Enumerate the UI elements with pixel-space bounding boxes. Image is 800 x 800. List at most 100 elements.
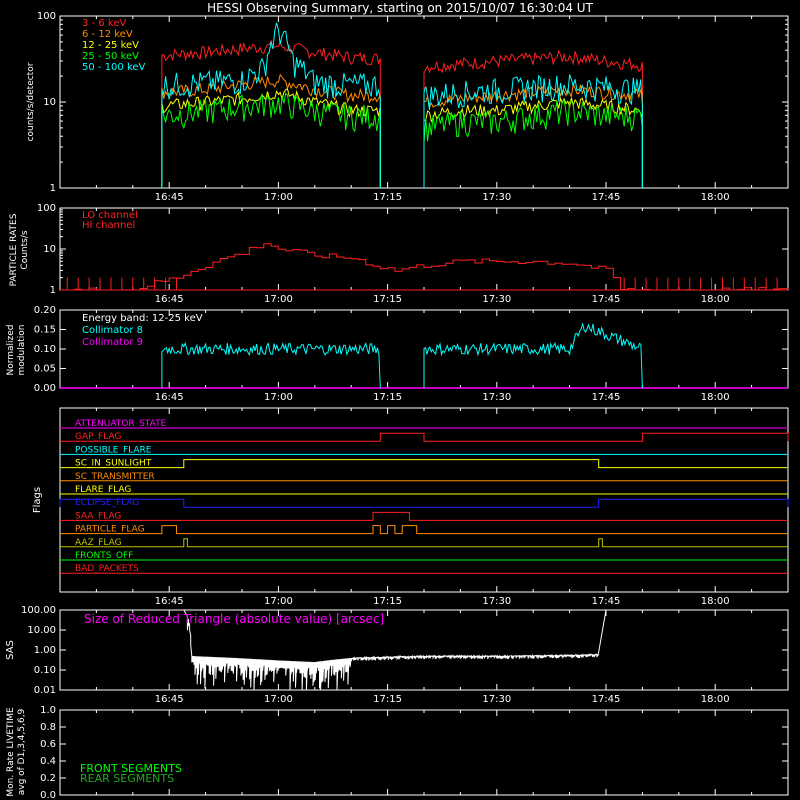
modulation-y-label-1: Normalized [6, 324, 16, 375]
page-title: HESSI Observing Summary, starting on 201… [207, 1, 593, 15]
livetime-y-tick-label: 1.0 [40, 705, 56, 716]
x-tick-label: 16:45 [155, 294, 184, 305]
x-tick-label: 16:45 [155, 694, 184, 705]
x-tick-label: 18:00 [701, 596, 730, 607]
collimator-8-series [161, 322, 643, 389]
particle-y-tick-label: 100 [37, 203, 56, 214]
particle-y-tick-label: 1 [50, 285, 56, 296]
x-tick-label: 18:00 [701, 294, 730, 305]
sas-y-tick-label: 1.00 [34, 645, 56, 656]
modulation-legend-item: Collimator 9 [82, 337, 143, 348]
x-tick-label: 17:00 [264, 294, 293, 305]
counts-legend-item: 50 - 100 keV [82, 62, 146, 73]
flag-line-saa_flag [60, 511, 788, 521]
x-tick-label: 17:30 [482, 294, 511, 305]
flag-line-gap_flag [60, 432, 789, 442]
x-tick-label: 17:30 [482, 192, 511, 203]
x-tick-label: 17:30 [482, 694, 511, 705]
x-tick-label: 18:00 [701, 192, 730, 203]
counts-legend-item: 25 - 50 keV [82, 51, 139, 62]
x-tick-label: 17:00 [264, 192, 293, 203]
flag-label: ECLIPSE_FLAG [75, 498, 139, 508]
livetime-y-tick-label: 0.0 [40, 790, 56, 800]
counts-y-label: counts/s/detector [26, 62, 36, 141]
particle-y-label-1: PARTICLE RATES [9, 213, 19, 286]
flag-label: SC_TRANSMITTER [75, 472, 155, 482]
modulation-y-tick-label: 0.00 [34, 383, 56, 394]
x-tick-label: 17:30 [482, 596, 511, 607]
flag-label: AAZ_FLAG [75, 538, 122, 548]
sas-y-tick-label: 0.10 [34, 665, 56, 676]
livetime-y-tick-label: 0.6 [40, 739, 56, 750]
flag-label: FRONTS_OFF [75, 551, 133, 561]
flag-label: POSSIBLE_FLARE [75, 445, 152, 455]
x-tick-label: 17:45 [592, 694, 621, 705]
x-tick-label: 17:15 [373, 596, 402, 607]
counts-legend-item: 12 - 25 keV [82, 40, 139, 51]
x-tick-label: 16:45 [155, 392, 184, 403]
particle-legend-item: HI channel [82, 220, 135, 231]
livetime-legend-rear: REAR SEGMENTS [80, 772, 174, 785]
flag-line-sc_in_sunlight [60, 459, 788, 469]
flags-y-label: Flags [32, 487, 43, 513]
sas-y-label: SAS [5, 640, 16, 660]
modulation-y-tick-label: 0.10 [34, 344, 56, 355]
counts-legend-item: 6 - 12 keV [82, 29, 133, 40]
x-tick-label: 17:15 [373, 294, 402, 305]
x-tick-label: 17:45 [592, 192, 621, 203]
particle-y-tick-label: 10 [43, 244, 56, 255]
livetime-y-tick-label: 0.2 [40, 773, 56, 784]
x-tick-label: 17:45 [592, 294, 621, 305]
modulation-y-tick-label: 0.20 [34, 305, 56, 316]
x-tick-label: 17:15 [373, 392, 402, 403]
modulation-y-label-2: modulation [17, 325, 27, 376]
x-tick-label: 17:00 [264, 596, 293, 607]
flag-label: FLARE_FLAG [75, 485, 131, 495]
modulation-y-tick-label: 0.15 [34, 325, 56, 336]
modulation-legend-item: Collimator 8 [82, 325, 143, 336]
flag-label: SC_IN_SUNLIGHT [75, 459, 152, 469]
livetime-y-tick-label: 0.4 [40, 756, 56, 767]
x-tick-label: 17:15 [373, 694, 402, 705]
flag-label: BAD_PACKETS [75, 564, 139, 574]
sas-y-tick-label: 10.00 [27, 625, 56, 636]
sas-annotation: Size of Reduced Triangle (absolute value… [84, 612, 384, 626]
counts-y-tick-label: 10 [43, 97, 56, 108]
flag-line-particle_flag [60, 525, 788, 535]
livetime-y-label-2: avg of D1,3,4,5,6,9 [17, 708, 27, 795]
x-tick-label: 17:00 [264, 392, 293, 403]
flag-label: PARTICLE_FLAG [75, 525, 145, 535]
livetime-y-tick-label: 0.8 [40, 722, 56, 733]
sas-series [183, 609, 607, 691]
particle-legend-item: LO channel [82, 210, 138, 221]
x-tick-label: 17:30 [482, 392, 511, 403]
flag-label: GAP_FLAG [75, 432, 121, 442]
x-tick-label: 17:45 [592, 392, 621, 403]
modulation-energy-band: Energy band: 12-25 keV [82, 313, 203, 324]
particle-y-label-2: Counts/s [20, 230, 30, 269]
flag-line-eclipse_flag [59, 498, 789, 508]
counts-series-4 [161, 22, 643, 188]
modulation-y-tick-label: 0.05 [34, 364, 56, 375]
sas-y-tick-label: 100.00 [21, 605, 56, 616]
flag-label: ATTENUATOR_STATE [75, 419, 167, 429]
counts-y-tick-label: 1 [50, 183, 56, 194]
livetime-legend-front: FRONT SEGMENTS [80, 762, 182, 775]
counts-y-tick-label: 100 [37, 11, 56, 22]
flag-label: SAA_FLAG [75, 511, 121, 521]
x-tick-label: 18:00 [701, 694, 730, 705]
counts-series-3 [161, 92, 643, 188]
sas-y-tick-label: 0.01 [34, 685, 56, 696]
x-tick-label: 16:45 [155, 596, 184, 607]
x-tick-label: 17:45 [592, 596, 621, 607]
counts-series-2 [161, 88, 643, 188]
x-tick-label: 17:15 [373, 192, 402, 203]
x-tick-label: 16:45 [155, 192, 184, 203]
x-tick-label: 18:00 [701, 392, 730, 403]
flag-line-aaz_flag [60, 538, 788, 548]
x-tick-label: 17:00 [264, 694, 293, 705]
counts-legend-item: 3 - 6 keV [82, 18, 126, 29]
livetime-y-label-1: Mon. Rate LIVETIME [6, 707, 16, 797]
